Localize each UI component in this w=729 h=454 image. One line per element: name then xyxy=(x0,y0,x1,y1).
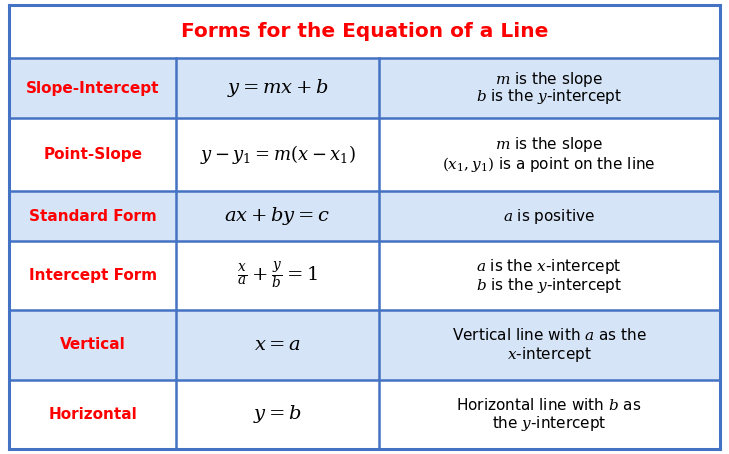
Text: Intercept Form: Intercept Form xyxy=(29,268,157,283)
Bar xyxy=(9,118,720,191)
Text: $a$ is the $x$-intercept: $a$ is the $x$-intercept xyxy=(476,257,622,276)
Text: $y = b$: $y = b$ xyxy=(253,403,302,425)
Text: $x = a$: $x = a$ xyxy=(254,336,301,355)
Text: Forms for the Equation of a Line: Forms for the Equation of a Line xyxy=(181,22,548,41)
Bar xyxy=(9,5,720,58)
Text: $m$ is the slope: $m$ is the slope xyxy=(495,70,603,89)
Text: Horizontal: Horizontal xyxy=(49,407,137,422)
Bar xyxy=(9,380,720,449)
Text: $y = mx + b$: $y = mx + b$ xyxy=(227,77,329,99)
Text: Standard Form: Standard Form xyxy=(29,208,157,223)
Text: Vertical: Vertical xyxy=(60,337,126,352)
Text: $b$ is the $y$-intercept: $b$ is the $y$-intercept xyxy=(476,87,623,106)
Text: Point-Slope: Point-Slope xyxy=(44,147,142,162)
Text: $\frac{x}{a} + \frac{y}{b} = 1$: $\frac{x}{a} + \frac{y}{b} = 1$ xyxy=(237,260,318,291)
Text: $ax + by = c$: $ax + by = c$ xyxy=(225,205,330,227)
Bar xyxy=(9,191,720,242)
Text: Vertical line with $a$ as the: Vertical line with $a$ as the xyxy=(451,327,647,343)
Bar xyxy=(9,58,720,118)
Text: Slope-Intercept: Slope-Intercept xyxy=(26,80,160,95)
Bar xyxy=(9,242,720,310)
Bar xyxy=(9,310,720,380)
Text: $(x_1, y_1)$ is a point on the line: $(x_1, y_1)$ is a point on the line xyxy=(443,155,656,174)
Text: Horizontal line with $b$ as: Horizontal line with $b$ as xyxy=(456,397,642,413)
Text: the $y$-intercept: the $y$-intercept xyxy=(492,415,607,434)
Text: $a$ is positive: $a$ is positive xyxy=(503,207,595,226)
Text: $b$ is the $y$-intercept: $b$ is the $y$-intercept xyxy=(476,276,623,295)
Text: $x$-intercept: $x$-intercept xyxy=(507,345,591,364)
Text: $y - y_1 = m(x - x_1)$: $y - y_1 = m(x - x_1)$ xyxy=(200,143,356,166)
Text: $m$ is the slope: $m$ is the slope xyxy=(495,135,603,154)
